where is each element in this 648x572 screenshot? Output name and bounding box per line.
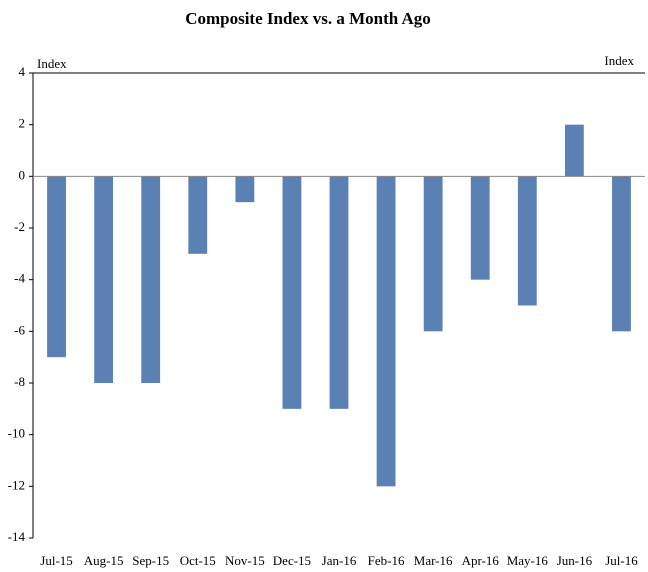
x-tick-label: Nov-15 [225, 553, 265, 568]
y-tick-label: 4 [19, 64, 26, 79]
bar [282, 176, 302, 409]
bar [188, 176, 208, 254]
x-tick-label: Dec-15 [273, 553, 311, 568]
y-tick-label: -6 [14, 322, 25, 337]
chart-title: Composite Index vs. a Month Ago [185, 9, 431, 28]
bar [564, 124, 584, 177]
y-tick-label: 2 [19, 116, 26, 131]
bar [612, 176, 631, 332]
bar [517, 176, 537, 306]
x-tick-label: Sep-15 [132, 553, 169, 568]
bar [141, 176, 161, 383]
y-tick-label: 0 [19, 167, 26, 182]
bar [47, 176, 66, 358]
y-axis-label-left: Index [37, 56, 67, 71]
y-tick-label: -14 [8, 529, 26, 544]
x-tick-label: Aug-15 [84, 553, 124, 568]
x-tick-label: Mar-16 [414, 553, 453, 568]
bar [470, 176, 490, 280]
bar [329, 176, 349, 409]
x-tick-label: Apr-16 [462, 553, 500, 568]
x-tick-label: Jul-15 [40, 553, 73, 568]
y-tick-label: -12 [8, 477, 25, 492]
y-axis-label-right: Index [604, 53, 634, 68]
x-tick-label: Feb-16 [368, 553, 405, 568]
x-tick-label: Oct-15 [180, 553, 216, 568]
bar [376, 176, 396, 487]
y-tick-label: -8 [14, 374, 25, 389]
x-tick-label: May-16 [507, 553, 549, 568]
y-tick-label: -4 [14, 271, 25, 286]
x-tick-label: Jan-16 [322, 553, 357, 568]
x-tick-label: Jun-16 [557, 553, 593, 568]
bar [423, 176, 443, 332]
y-tick-label: -10 [8, 426, 25, 441]
bar [235, 176, 255, 203]
bar [94, 176, 114, 383]
y-tick-label: -2 [14, 219, 25, 234]
x-tick-label: Jul-16 [605, 553, 638, 568]
